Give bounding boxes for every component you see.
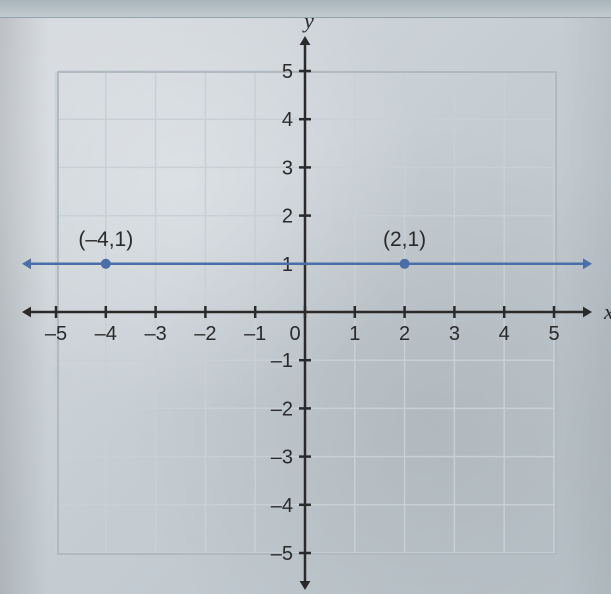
plot: (–4,1) (2,1) xyxy=(22,228,592,269)
point-label: (2,1) xyxy=(383,228,426,251)
point-label: (–4,1) xyxy=(78,228,133,251)
x-tick-label: 5 xyxy=(548,323,559,345)
y-tick-label: –5 xyxy=(271,543,293,565)
y-tick-label: 4 xyxy=(282,109,293,131)
plot-point xyxy=(101,259,111,269)
x-tick-label: –3 xyxy=(144,323,166,345)
y-tick-label: –1 xyxy=(271,350,293,372)
axis-labels: yx xyxy=(302,18,611,324)
y-tick-label: –4 xyxy=(271,495,293,517)
x-tick-label: 3 xyxy=(449,323,460,345)
x-tick-label: 2 xyxy=(399,323,410,345)
y-tick-label: –2 xyxy=(271,398,293,420)
coordinate-plane-chart: –5–4–3–2–1012345–5–4–3–2–112345 (–4,1)(2… xyxy=(0,18,611,594)
y-tick-label: –3 xyxy=(271,447,293,469)
y-tick-label: 3 xyxy=(282,157,293,179)
x-tick-label: 1 xyxy=(349,323,360,345)
screen-top-edge xyxy=(0,0,611,18)
y-axis-label: y xyxy=(302,18,314,33)
y-tick-label: 2 xyxy=(282,206,293,228)
x-tick-label: –4 xyxy=(95,323,117,345)
y-tick-label: 5 xyxy=(282,61,293,83)
x-tick-label: –5 xyxy=(45,323,67,345)
x-tick-label: 0 xyxy=(289,323,300,345)
plot-point xyxy=(400,259,410,269)
x-tick-label: 4 xyxy=(499,323,510,345)
x-axis-label: x xyxy=(603,299,611,324)
x-tick-label: –2 xyxy=(194,323,216,345)
x-tick-label: –1 xyxy=(244,323,266,345)
